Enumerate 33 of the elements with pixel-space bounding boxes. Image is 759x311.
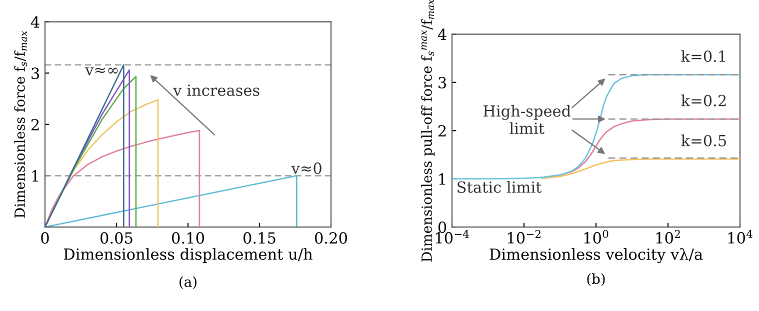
y-tick-label: 4 [30,16,40,28]
annotation: v≈∞ [85,67,118,76]
text: (b) [587,273,605,286]
annotation: High-speed limit [483,104,571,134]
x-tick-label: 10$^{−2}$ [508,230,540,244]
line-series [45,130,200,228]
x-tick-label: 0.05 [100,232,132,244]
x-axis-title: Dimensionless displacement u/h [64,248,312,263]
y-tick-label: 1 [32,170,38,182]
x-tick-label: 0.15 [244,232,276,244]
y-tick-label: 2 [31,118,39,130]
y-tick-label: 3 [32,68,40,80]
series-label: k=0.2 [681,94,726,106]
series-label: k=0.5 [681,134,726,146]
y-tick-label: 3 [438,76,446,88]
x-tick-label: 10$^{2}$ [656,230,680,244]
y-axis-title: Dimensionless force f$_{s}$/f$_{max}$ [14,30,28,218]
x-tick-label: 0 [41,232,49,244]
x-axis-title: Dimensionless velocity vλ/a [490,248,703,264]
y-tick-label: 1 [439,173,445,185]
x-tick-label: 10$^{4}$ [728,230,752,244]
x-tick-label: 0.20 [315,232,347,244]
y-tick-label: 0 [438,221,446,234]
text: (a) [180,276,196,290]
annotation: v increases [173,84,260,96]
annotation: v≈0 [291,162,322,174]
annotation: Static limit [458,181,542,193]
y-tick-label: 2 [438,125,446,136]
line-series [45,99,159,228]
y-tick-label: 4 [438,28,446,40]
x-tick-label: 10$^{0}$ [584,230,608,244]
series-label: k=0.1 [681,50,726,62]
x-tick-label: 0.10 [172,232,204,244]
